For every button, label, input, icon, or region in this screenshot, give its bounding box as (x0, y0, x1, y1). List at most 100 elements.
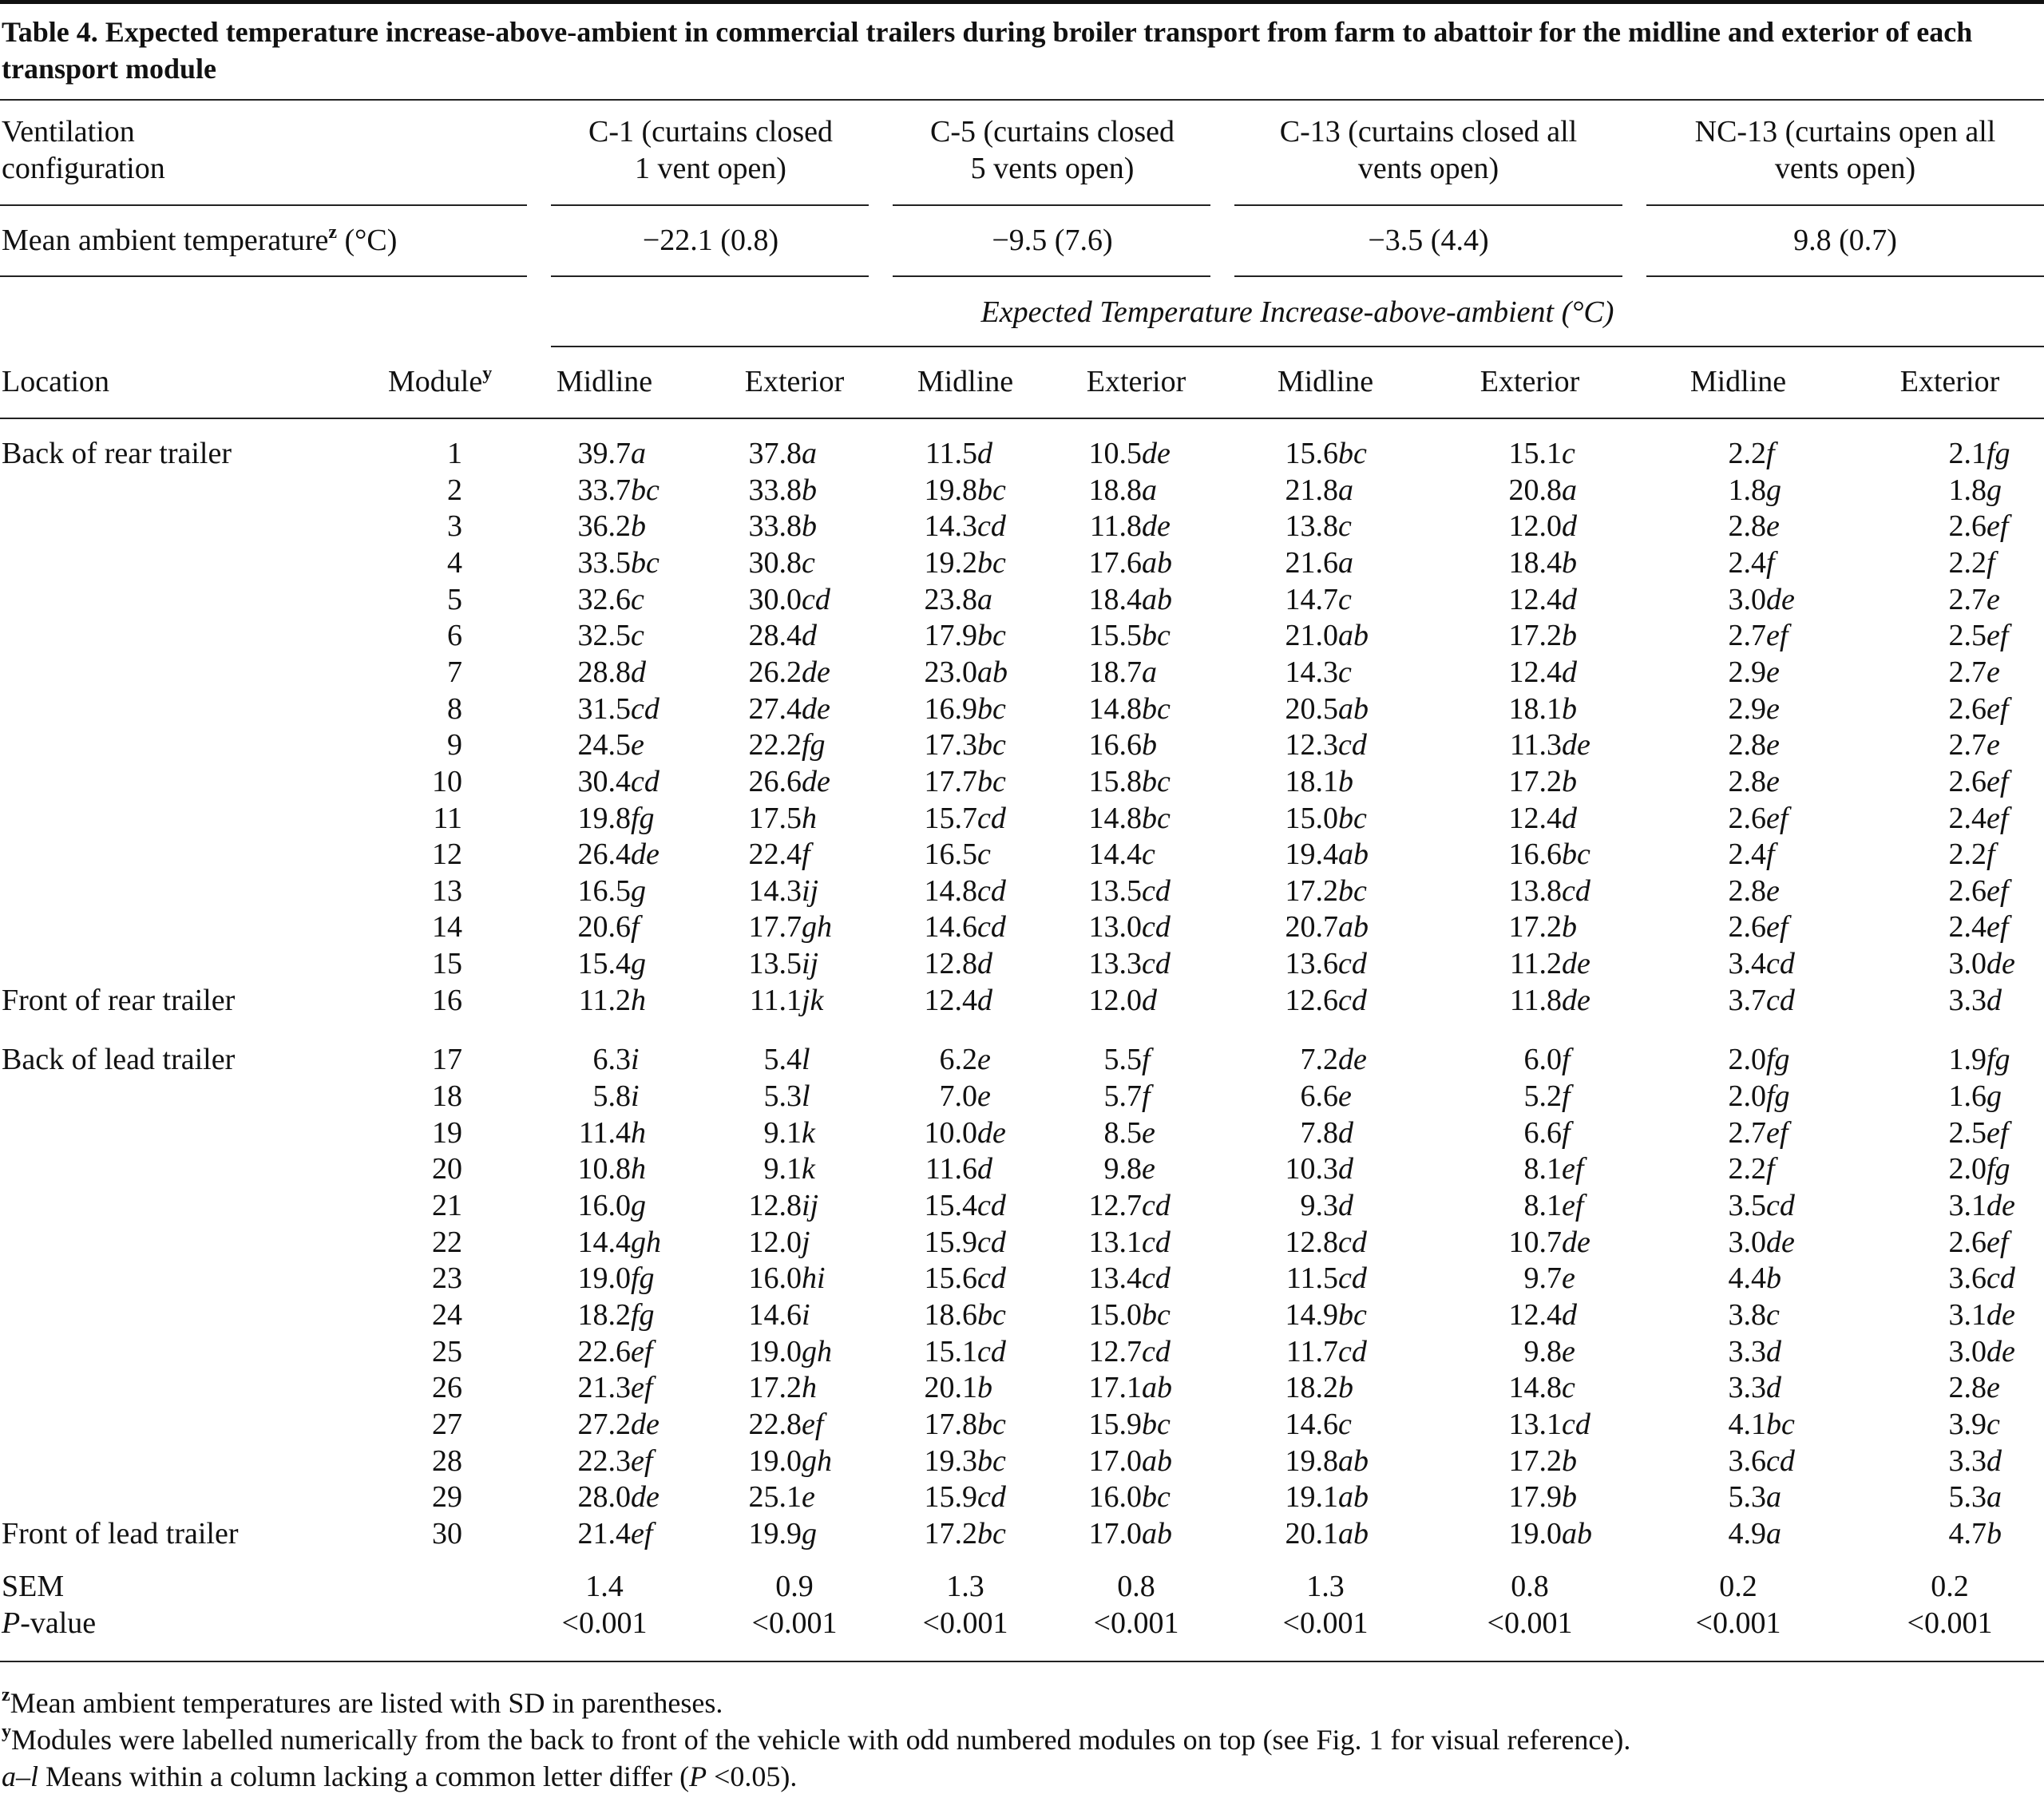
cell-value: 13.4 (1088, 1261, 1143, 1296)
cell-value: 2.9 (1728, 655, 1767, 689)
cell-value: 3.7 (1728, 983, 1767, 1017)
cell-value: 9.3 (1300, 1189, 1339, 1222)
cell-value: 33.7 (577, 473, 632, 507)
cell-letters: cd (1142, 1189, 1171, 1222)
cell-letters: de (1142, 437, 1171, 470)
cell-value: 17.2 (1508, 619, 1563, 653)
data-cell: 2.9e (1654, 691, 1780, 727)
cell-letters: cd (977, 801, 1006, 835)
cell-letters: a (802, 437, 817, 470)
module-number: 26 (432, 1371, 462, 1405)
data-cell: 11.2h (519, 982, 646, 1019)
rule-ambient-loc (0, 275, 527, 277)
data-cell: 13.8c (1226, 508, 1352, 545)
cell-letters: ab (1142, 1516, 1172, 1550)
p-value-value: <0.001 (1282, 1606, 1369, 1640)
cell-value: 9.8 (1103, 1152, 1143, 1186)
sem-label: SEM (2, 1569, 65, 1603)
cell-letters: ab (1338, 838, 1369, 872)
cell-value: 26.6 (748, 764, 802, 798)
data-cell: 33.8b (690, 508, 818, 545)
p-value-value: <0.001 (751, 1606, 838, 1640)
cell-value: 17.2 (1508, 764, 1563, 798)
cell-letters: ef (1766, 619, 1788, 653)
cell-value: 10.5 (1088, 437, 1143, 470)
cell-letters: de (1562, 947, 1590, 981)
cell-letters: e (631, 728, 644, 762)
cell-value: 2.6 (1948, 764, 1987, 798)
data-cell: 12.4d (1450, 654, 1578, 691)
cell-value: 9.7 (1523, 1261, 1563, 1296)
cell-letters: j (802, 1225, 810, 1259)
cell-value: 5.3 (1948, 1480, 1987, 1515)
cell-value: 18.7 (1088, 655, 1143, 689)
cell-value: 2.4 (1728, 838, 1767, 872)
data-cell: 18.2b (1226, 1369, 1354, 1406)
cell-value: 17.2 (1285, 873, 1339, 908)
cell-letters: bc (977, 619, 1006, 653)
cell-value: 15.6 (1285, 437, 1339, 470)
data-cell: 13.1cd (1450, 1406, 1590, 1443)
module-number: 18 (432, 1079, 462, 1114)
cell-value: 30.8 (748, 545, 802, 580)
cell-value: 17.2 (1508, 910, 1563, 945)
data-cell: 23.8a (866, 581, 993, 618)
cell-letters: c (802, 545, 815, 580)
data-cell: 11.4h (519, 1115, 646, 1151)
cell-value: 14.3 (748, 873, 802, 908)
cell-letters: fg (1987, 1043, 2010, 1077)
cell-letters: d (631, 655, 646, 689)
cell-value: 2.6 (1728, 910, 1767, 945)
data-cell: 17.7bc (866, 763, 1006, 800)
cell-value: 15.7 (924, 801, 978, 835)
data-cell: 5.3l (690, 1078, 810, 1115)
cell-letters: cd (977, 1225, 1006, 1259)
cell-value: 16.0 (1088, 1480, 1143, 1515)
data-cell: 33.7bc (519, 472, 660, 509)
cell-value: 16.5 (924, 838, 978, 872)
data-cell: 2.0fg (1875, 1150, 2010, 1187)
exterior-header: Exterior (1480, 365, 1580, 398)
data-cell: 14.8cd (866, 873, 1006, 909)
cell-letters: de (802, 655, 830, 689)
cell-value: 5.8 (592, 1079, 632, 1114)
data-cell: 12.6cd (1226, 982, 1367, 1019)
data-cell: 3.0de (1875, 1333, 2015, 1370)
data-cell: 17.2bc (1226, 873, 1367, 909)
cell-letters: bc (1338, 1297, 1367, 1332)
cell-value: 22.3 (577, 1444, 632, 1478)
cell-letters: b (1562, 1480, 1577, 1515)
data-cell: 20.1ab (1226, 1515, 1369, 1552)
cell-letters: h (631, 1152, 646, 1186)
cell-value: 16.6 (1508, 838, 1563, 872)
module-header: Moduley (388, 363, 493, 398)
cell-value: 3.1 (1948, 1189, 1987, 1222)
data-cell: 7.2de (1226, 1041, 1367, 1078)
cell-letters: ef (631, 1334, 653, 1368)
cell-letters: fg (1987, 437, 2010, 470)
rule-config-c1 (551, 204, 869, 206)
cell-letters: cd (977, 873, 1006, 908)
cell-letters: b (1142, 728, 1157, 762)
cell-value: 37.8 (748, 437, 802, 470)
rule-config-nc13 (1646, 204, 2044, 206)
cell-letters: f (1987, 838, 1995, 872)
data-cell: 30.8c (690, 545, 815, 581)
cell-letters: fg (631, 1297, 655, 1332)
cell-letters: g (802, 1516, 817, 1550)
cell-letters: b (1562, 545, 1577, 580)
cell-letters: bc (977, 473, 1006, 507)
data-cell: 10.3d (1226, 1150, 1354, 1187)
cell-letters: f (802, 838, 810, 872)
cell-value: 7.0 (939, 1079, 978, 1114)
data-cell: 2.6ef (1654, 800, 1788, 837)
cell-value: 39.7 (577, 437, 632, 470)
cell-letters: cd (1562, 873, 1590, 908)
data-cell: 2.8e (1875, 1369, 2000, 1406)
cell-value: 14.8 (1088, 691, 1143, 726)
cell-letters: ef (1766, 1115, 1788, 1150)
module-number: 29 (432, 1480, 462, 1515)
cell-value: 2.7 (1728, 619, 1767, 653)
cell-value: 12.6 (1285, 983, 1339, 1017)
footnote-z: zMean ambient temperatures are listed wi… (2, 1685, 723, 1719)
